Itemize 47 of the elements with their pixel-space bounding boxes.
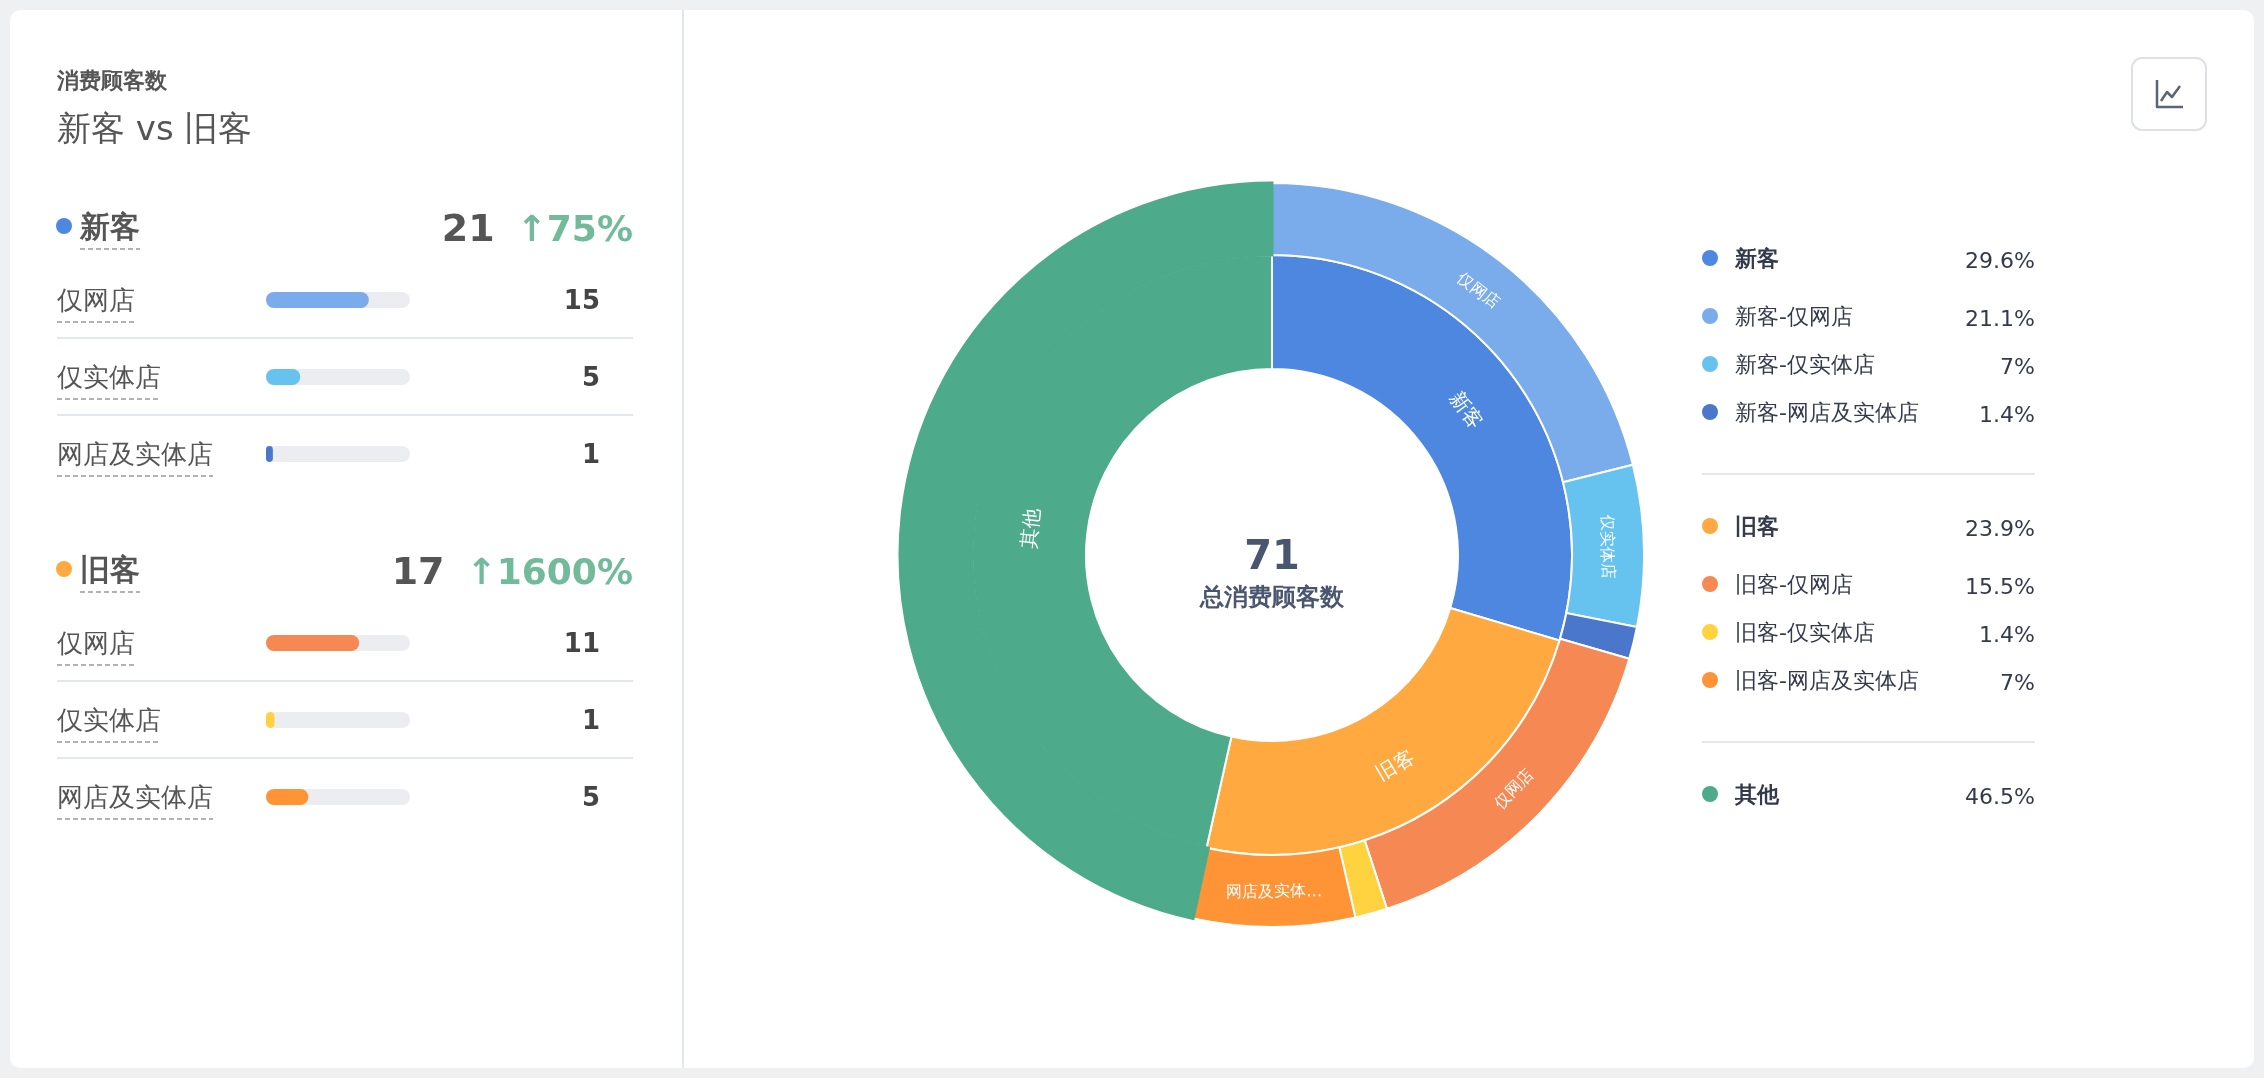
data-label: 21.1% xyxy=(1965,306,2035,331)
text: 网店及实体… xyxy=(1226,881,1323,901)
legend-label: 新客-仅实体店 xyxy=(1735,352,1875,377)
legend-label: 旧客-仅网店 xyxy=(1735,572,1853,597)
data-label: 11 xyxy=(563,628,600,658)
text: 总消费顾客数 xyxy=(1199,583,1345,611)
data-label: 15.5% xyxy=(1965,574,2035,599)
data-label: 5 xyxy=(581,782,600,812)
slice-label: 旧客 xyxy=(1371,744,1419,786)
legend-label: 新客 xyxy=(1734,246,1779,271)
data-label: 23.9% xyxy=(1965,516,2035,541)
data-label: 1.4% xyxy=(1979,622,2035,647)
legend-label: 旧客-网店及实体店 xyxy=(1735,668,1919,693)
text: 仅网店 xyxy=(1489,764,1537,813)
legend-label: 新客-仅网店 xyxy=(1735,304,1853,329)
data-label: 46.5% xyxy=(1965,784,2035,809)
chart-title: 新客 xyxy=(79,209,140,244)
data-label: 1 xyxy=(581,439,600,469)
y-tick-label: 仅实体店 xyxy=(57,362,161,392)
text: 17 xyxy=(391,549,445,593)
data-label: 5 xyxy=(581,362,600,392)
y-tick-label: 网店及实体店 xyxy=(57,782,213,812)
y-tick-label: 仅实体店 xyxy=(57,705,161,735)
slice-label: 新客 xyxy=(1445,386,1489,433)
text: 21 xyxy=(441,206,495,250)
data-label: 7% xyxy=(2000,354,2035,379)
legend-label: 新客-网店及实体店 xyxy=(1735,400,1919,425)
text: 新客 vs 旧客 xyxy=(57,108,253,148)
legend-label: 旧客 xyxy=(1735,514,1779,539)
data-label: 29.6% xyxy=(1965,248,2035,273)
data-label: 7% xyxy=(2000,670,2035,695)
text: 仅网店 xyxy=(1454,267,1504,313)
data-label: 1.4% xyxy=(1979,402,2035,427)
y-tick-label: 仅网店 xyxy=(57,285,135,315)
text: 仅实体店 xyxy=(1597,514,1619,579)
legend-label: 旧客-仅实体店 xyxy=(1735,620,1875,645)
text: 71 xyxy=(1244,532,1300,578)
text: ↑75% xyxy=(516,208,633,249)
y-tick-label: 网店及实体店 xyxy=(57,439,213,469)
text: ↑1600% xyxy=(466,551,633,592)
legend-label: 其他 xyxy=(1734,782,1780,807)
data-label: 15 xyxy=(563,285,600,315)
y-tick-label: 仅网店 xyxy=(57,628,135,658)
slice-label: 其他 xyxy=(1016,507,1045,550)
data-label: 1 xyxy=(581,705,600,735)
chart-title: 旧客 xyxy=(80,552,140,587)
text: 消费顾客数 xyxy=(56,68,168,93)
